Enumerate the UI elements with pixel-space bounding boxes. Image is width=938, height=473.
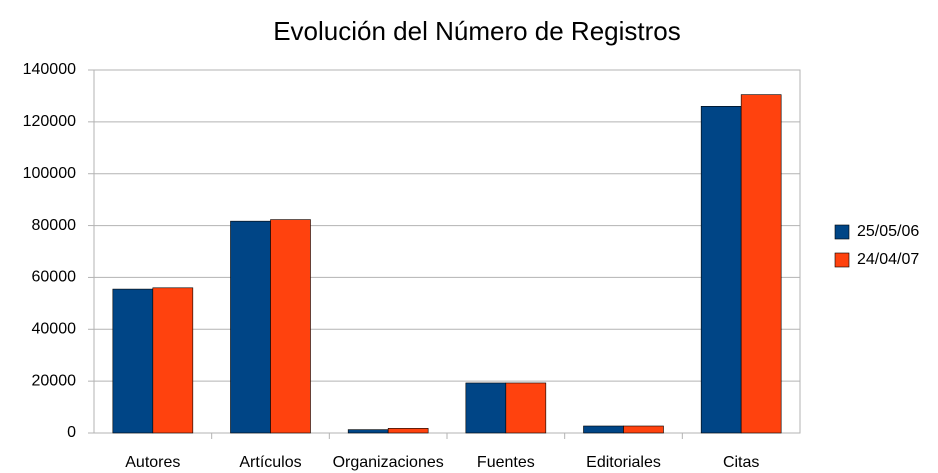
y-tick-label: 60000	[32, 269, 77, 286]
x-tick-label: Organizaciones	[333, 454, 444, 471]
y-tick-label: 0	[67, 424, 76, 441]
bar	[270, 219, 311, 434]
x-tick-label: Autores	[125, 454, 180, 471]
bar	[700, 106, 742, 434]
y-tick-label: 100000	[23, 165, 76, 182]
legend-swatch	[834, 224, 850, 240]
y-tick-label: 80000	[32, 217, 77, 234]
chart-title: Evolución del Número de Registros	[273, 16, 681, 46]
bar	[505, 382, 547, 434]
x-tick-label: Artículos	[239, 454, 301, 471]
y-tick-label: 40000	[32, 321, 77, 338]
legend-swatch	[834, 252, 850, 268]
bar	[387, 428, 429, 434]
bar	[152, 287, 194, 434]
y-tick-label: 120000	[23, 113, 76, 130]
bar	[465, 382, 507, 434]
legend-label: 25/05/06	[857, 223, 919, 240]
legend-label: 24/04/07	[857, 251, 919, 268]
bar	[112, 288, 154, 434]
bar	[583, 425, 624, 434]
x-tick-label: Fuentes	[477, 454, 535, 471]
x-tick-label: Editoriales	[586, 454, 661, 471]
plot-border	[93, 69, 801, 434]
bar	[347, 429, 389, 434]
y-tick-label: 140000	[23, 61, 76, 78]
bar	[230, 220, 271, 434]
x-tick-label: Citas	[723, 454, 759, 471]
bar	[623, 425, 664, 434]
y-tick-label: 20000	[32, 372, 77, 389]
bar	[740, 94, 782, 434]
